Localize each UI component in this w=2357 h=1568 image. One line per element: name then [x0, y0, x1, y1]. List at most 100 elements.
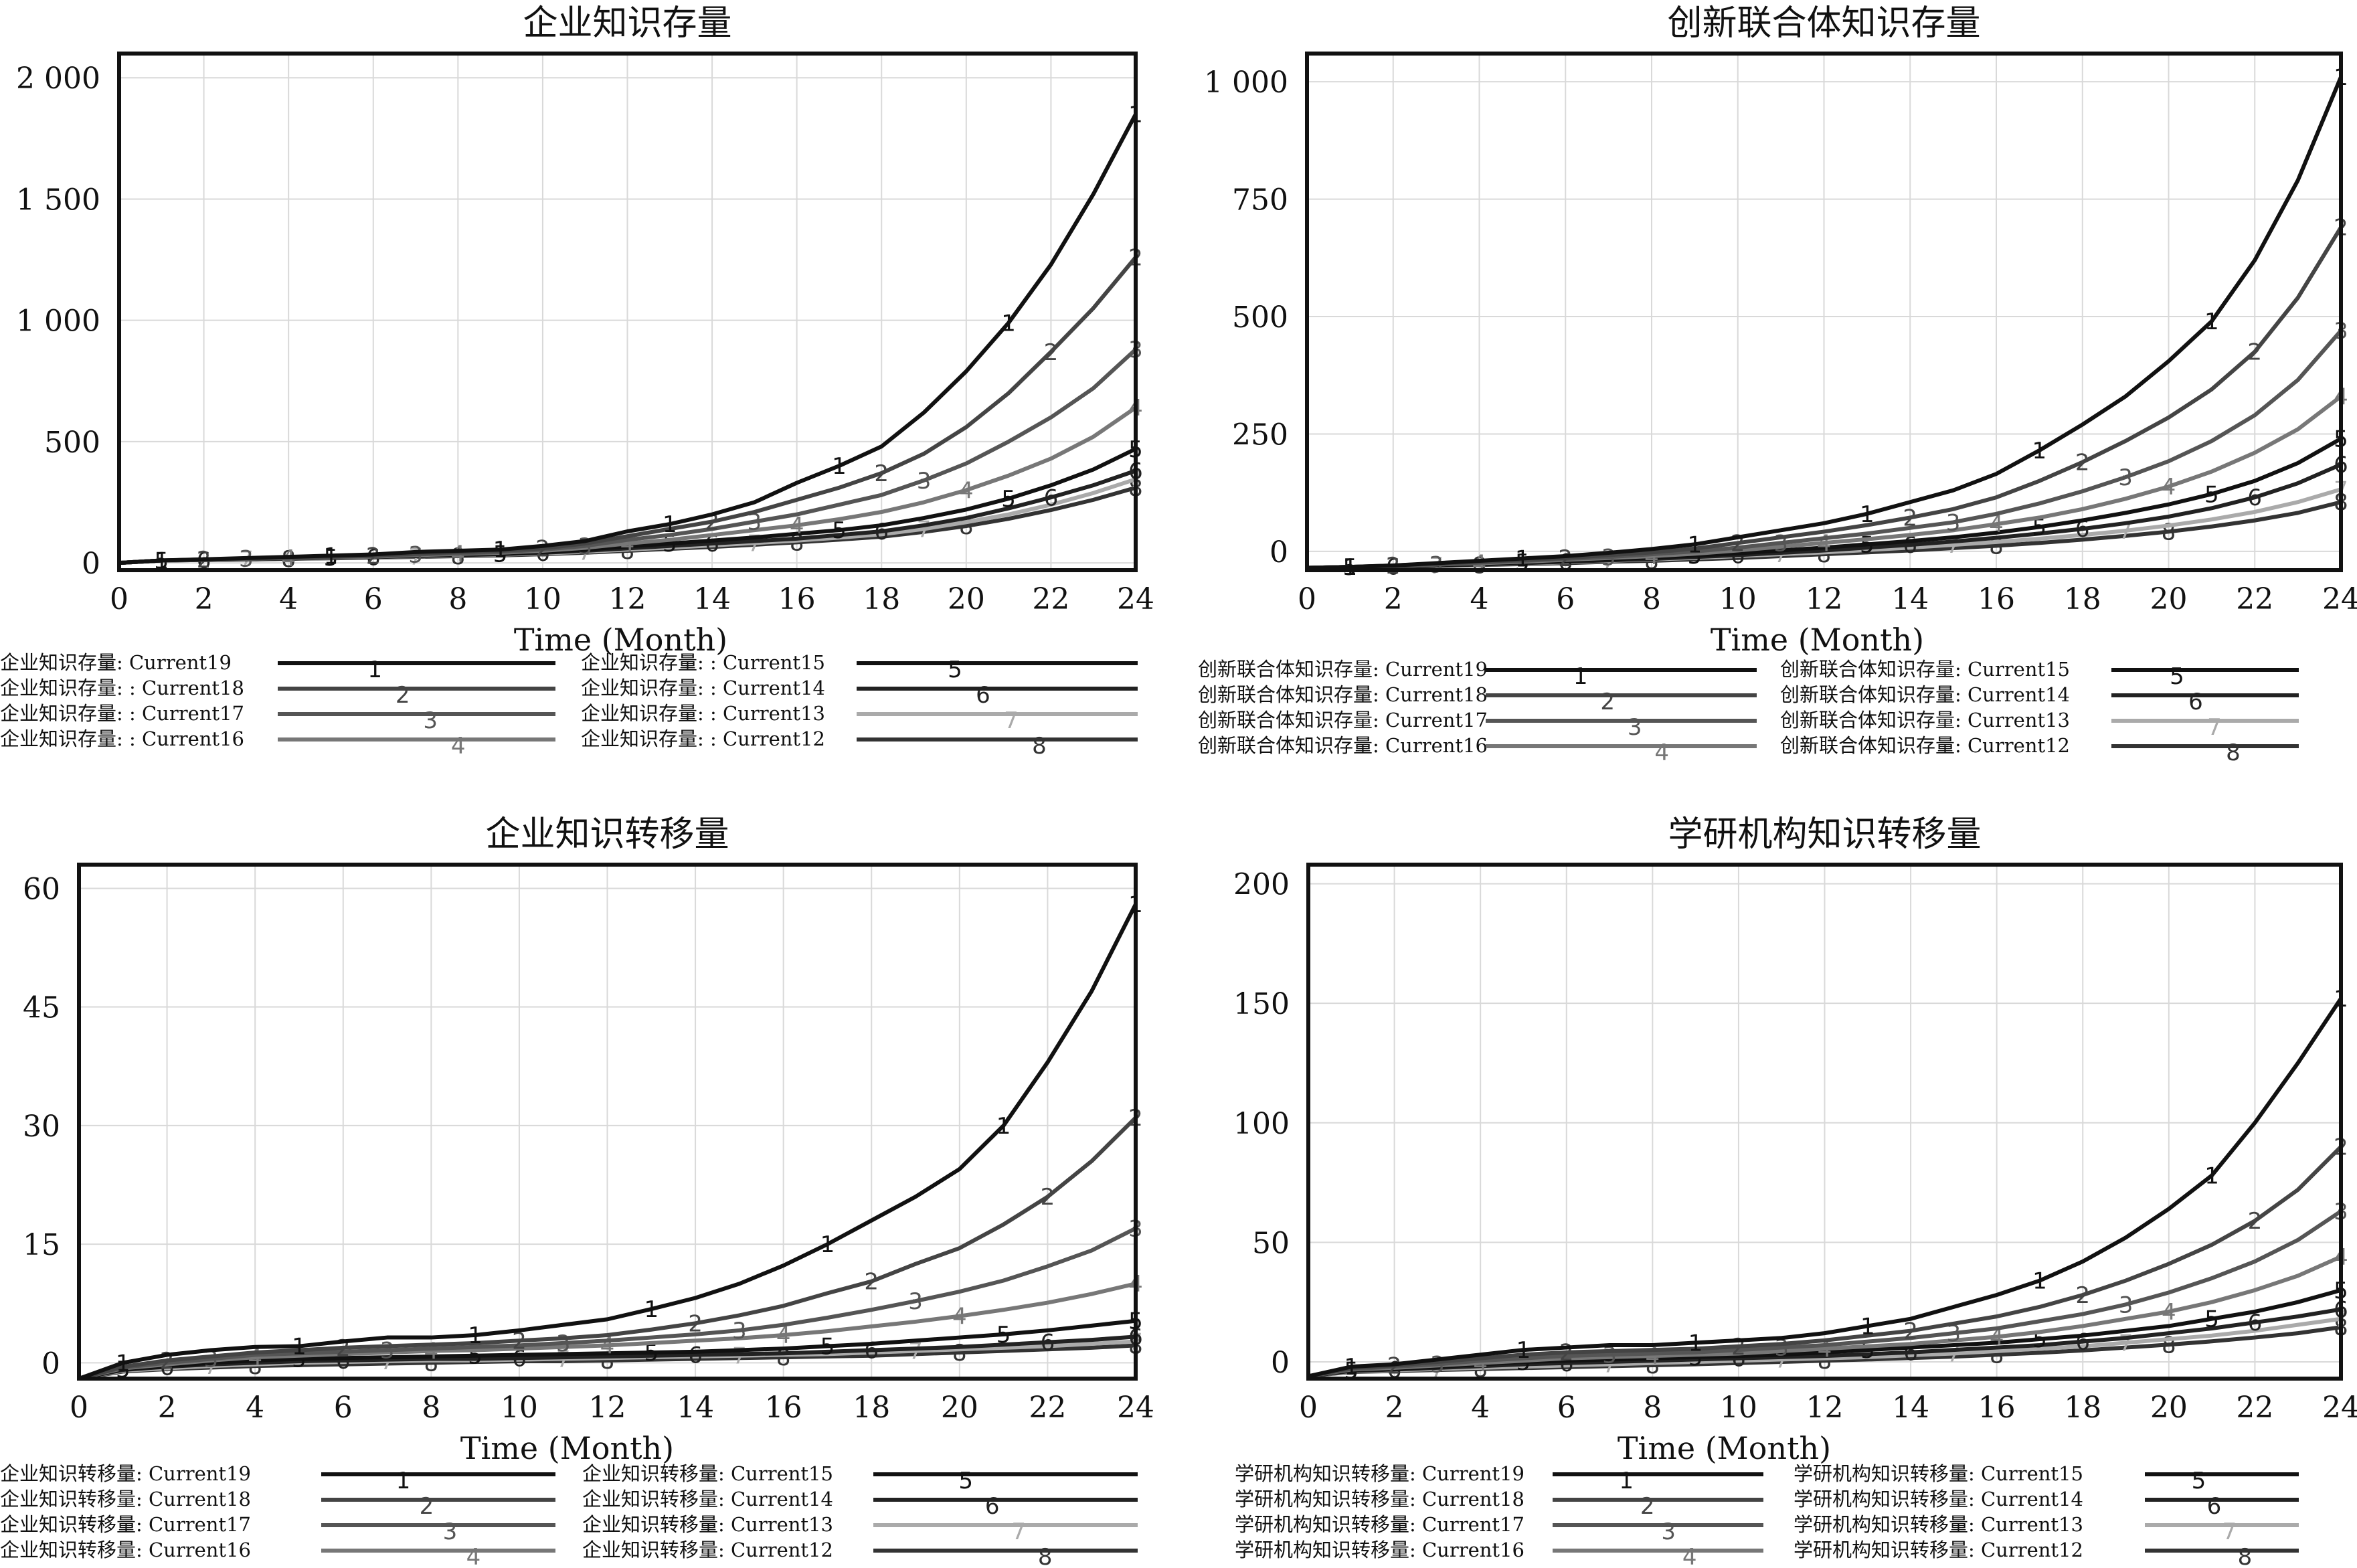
legend-marker-5: 5: [958, 1468, 973, 1494]
x-tick-label: 0: [1299, 1391, 1318, 1425]
legend-marker-8: 8: [1038, 1544, 1053, 1568]
legend-marker-4: 4: [1654, 739, 1669, 766]
x-tick-label: 8: [1643, 1391, 1662, 1425]
plot-frame: [1305, 52, 2343, 572]
series-marker-3: 3: [1430, 1352, 1445, 1379]
legend-entry-label: 企业知识存量: : Current14: [581, 677, 825, 699]
x-tick-label: 10: [1720, 1391, 1757, 1425]
x-tick-label: 6: [1557, 1391, 1576, 1425]
y-tick-label: 0: [1271, 1346, 1290, 1380]
legend-entry-label: 企业知识存量: : Current16: [0, 727, 244, 750]
series-line-1: [1307, 76, 2341, 570]
legend-entry-label: 创新联合体知识存量: Current17: [1198, 709, 1488, 731]
x-tick-label: 6: [1556, 582, 1575, 616]
series-marker-3: 3: [2119, 1292, 2133, 1318]
legend-entry-label: 企业知识转移量: Current14: [582, 1488, 833, 1510]
series-marker-4: 4: [2162, 1299, 2176, 1326]
chart-title: 企业知识存量: [523, 3, 731, 43]
y-tick-label: 150: [1233, 987, 1290, 1021]
y-tick-label: 250: [1232, 418, 1288, 452]
legend-marker-3: 3: [1628, 714, 1642, 741]
series-line-1: [79, 903, 1136, 1379]
series-marker-2: 2: [512, 1328, 527, 1355]
series-marker-7: 7: [2119, 1330, 2133, 1357]
legend-marker-6: 6: [2207, 1493, 2222, 1520]
legend-entry-label: 企业知识转移量: Current15: [582, 1462, 833, 1485]
series-marker-2: 2: [1558, 545, 1573, 572]
x-tick-label: 12: [1806, 1391, 1844, 1425]
series-marker-4: 4: [790, 513, 804, 539]
x-tick-label: 22: [1032, 582, 1069, 616]
series-marker-7: 7: [908, 1338, 923, 1365]
x-tick-label: 4: [1471, 1391, 1490, 1425]
legend-marker-3: 3: [443, 1518, 458, 1545]
x-tick-label: 22: [2236, 1391, 2273, 1425]
x-tick-label: 0: [110, 582, 128, 616]
x-tick-label: 8: [448, 582, 467, 616]
series-line-2: [1308, 1145, 2341, 1379]
series-line-1: [1308, 997, 2341, 1379]
series-marker-1: 1: [2032, 1268, 2047, 1295]
series-marker-2: 2: [1041, 1184, 1055, 1211]
series-line-4: [1308, 1255, 2341, 1379]
legend-entry-label: 企业知识存量: : Current12: [581, 727, 825, 750]
chart-title: 企业知识转移量: [485, 814, 729, 855]
series-marker-5: 5: [820, 1334, 835, 1361]
series-line-1: [119, 113, 1136, 565]
legend-marker-1: 1: [367, 657, 382, 683]
series-marker-3: 3: [908, 1288, 923, 1315]
series-marker-1: 1: [116, 1350, 130, 1377]
series-marker-4: 4: [959, 477, 974, 504]
series-marker-6: 6: [1041, 1330, 1055, 1357]
x-tick-label: 4: [1470, 582, 1489, 616]
series-marker-1: 1: [2032, 438, 2047, 464]
legend-marker-6: 6: [985, 1493, 1000, 1520]
series-marker-3: 3: [1773, 530, 1788, 557]
series-marker-8: 8: [2162, 1332, 2176, 1359]
series-marker-1: 1: [1860, 1313, 1875, 1340]
series-marker-2: 2: [535, 535, 550, 562]
x-tick-label: 24: [2322, 582, 2357, 616]
x-tick-label: 12: [1806, 582, 1843, 616]
plot-frame: [77, 863, 1138, 1381]
series-marker-4: 4: [1646, 1343, 1660, 1370]
legend-marker-8: 8: [1032, 733, 1047, 760]
x-axis-label: Time (Month): [1711, 622, 1924, 658]
legend-entry-label: 创新联合体知识存量: Current13: [1780, 709, 2070, 731]
legend-entry-label: 创新联合体知识存量: Current14: [1780, 683, 2070, 706]
legend-entry-label: 企业知识转移量: Current13: [582, 1513, 833, 1536]
legend-entry-label: 创新联合体知识存量: Current19: [1198, 658, 1488, 681]
legend-marker-3: 3: [1661, 1518, 1676, 1545]
series-marker-2: 2: [874, 460, 889, 487]
series-marker-3: 3: [556, 1330, 571, 1357]
series-marker-3: 3: [917, 468, 932, 495]
series-marker-1: 1: [2204, 309, 2219, 335]
series-marker-6: 6: [2075, 1329, 2090, 1356]
x-tick-label: 18: [2064, 582, 2101, 616]
series-marker-3: 3: [2118, 464, 2133, 491]
series-marker-5: 5: [2204, 481, 2219, 508]
series-marker-7: 7: [732, 1343, 747, 1370]
plot-frame: [117, 52, 1138, 572]
series-marker-1: 1: [1515, 545, 1530, 572]
legend-marker-1: 1: [1573, 663, 1588, 690]
x-tick-label: 20: [2150, 582, 2188, 616]
y-tick-label: 1 000: [16, 304, 100, 339]
series-marker-4: 4: [1818, 1336, 1832, 1363]
series-line-3: [1308, 1209, 2341, 1379]
series-marker-4: 4: [952, 1304, 967, 1330]
y-tick-label: 30: [23, 1110, 60, 1144]
y-tick-label: 1 500: [16, 183, 100, 217]
series-marker-1: 1: [1688, 531, 1703, 558]
legend-entry-label: 企业知识存量: Current19: [0, 651, 232, 674]
series-marker-1: 1: [1344, 1354, 1359, 1381]
x-tick-label: 16: [1978, 582, 2015, 616]
series-marker-1: 1: [644, 1296, 659, 1323]
legend-marker-4: 4: [451, 733, 466, 760]
legend-entry-label: 学研机构知识转移量: Current15: [1794, 1462, 2083, 1485]
series-marker-1: 1: [1343, 554, 1358, 581]
